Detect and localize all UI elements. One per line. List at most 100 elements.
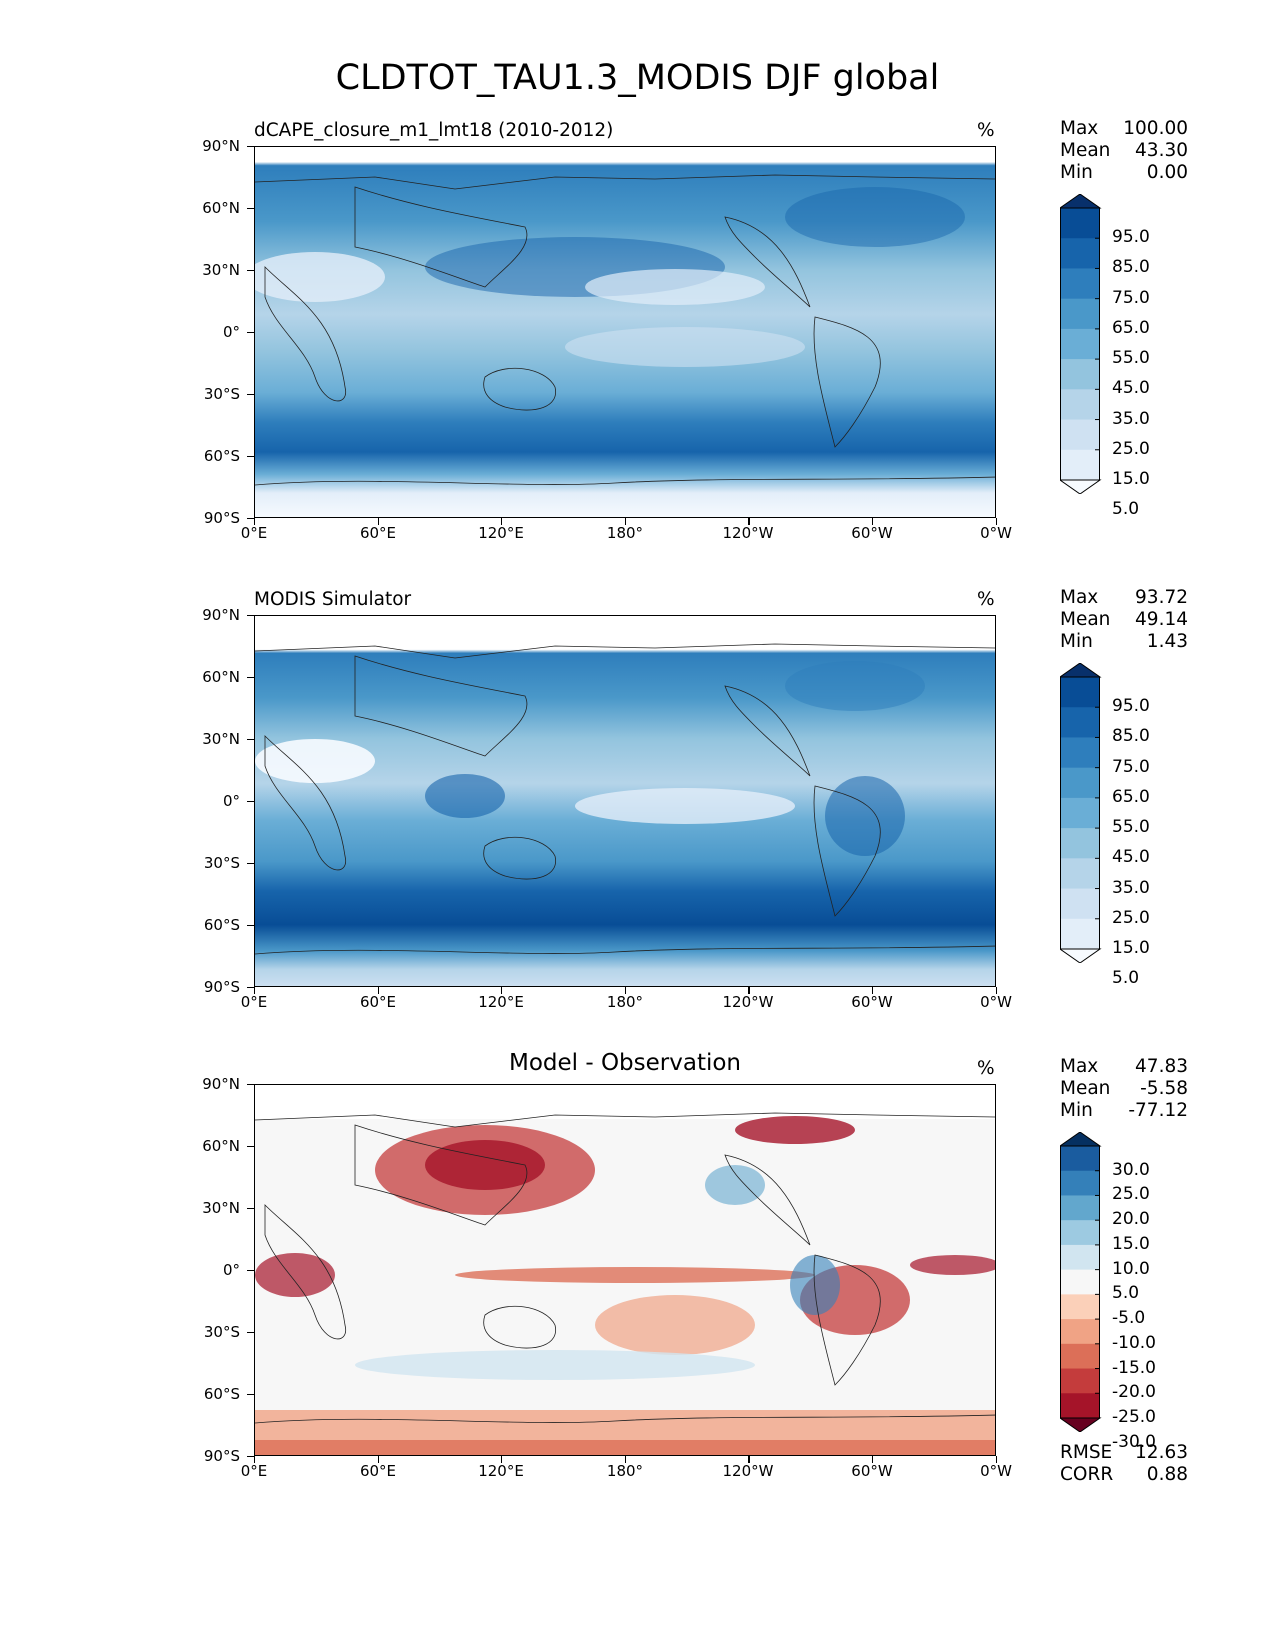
colorbar-segment <box>1060 918 1100 950</box>
lon-tick-label: 0°E <box>240 993 268 1011</box>
lon-tick-mark <box>624 1456 627 1463</box>
stat-label: CORR <box>1060 1464 1114 1485</box>
lon-tick-label: 0°W <box>980 1462 1012 1480</box>
colorbar-label: -30.0 <box>1112 1431 1156 1452</box>
lon-tick-label: 180° <box>606 524 644 542</box>
stats-block: Max 47.83 Mean -5.58 Min -77.12 <box>1060 1056 1188 1122</box>
colorbar-segment <box>1060 328 1100 360</box>
colorbar-segment <box>1060 828 1100 859</box>
stat-label: Mean <box>1060 609 1111 630</box>
lat-tick-label: 0° <box>222 792 240 810</box>
colorbar-label: 95.0 <box>1112 696 1150 717</box>
lon-tick-label: 120°E <box>478 524 524 542</box>
lon-tick-mark <box>624 987 627 994</box>
colorbar-segment <box>1060 449 1100 481</box>
colorbar-segment <box>1060 238 1100 269</box>
lat-tick-mark <box>247 1084 254 1086</box>
lat-tick-label: 60°N <box>202 668 240 686</box>
stat-value: 12.63 <box>1135 1442 1188 1463</box>
lat-tick-mark <box>247 1270 254 1272</box>
lon-tick-mark <box>501 518 503 525</box>
lat-tick-label: 30°N <box>202 730 240 748</box>
lat-tick-mark <box>247 394 254 396</box>
colorbar-segment <box>1060 1294 1100 1320</box>
colorbar-label: 65.0 <box>1112 317 1150 338</box>
colorbar-label: 55.0 <box>1112 348 1150 369</box>
panel-model: dCAPE_closure_m1_lmt18 (2010-2012) % <box>0 118 1275 562</box>
lon-tick-mark <box>377 987 379 994</box>
panel-title: dCAPE_closure_m1_lmt18 (2010-2012) <box>254 120 614 141</box>
lon-tick-label: 60°E <box>359 524 397 542</box>
stat-label: RMSE <box>1060 1442 1113 1463</box>
colorbar-segment <box>1060 1343 1100 1370</box>
colorbar-segment <box>1060 1319 1100 1345</box>
panel-observation: MODIS Simulator % <box>0 587 1275 1031</box>
stat-value: 0.00 <box>1146 162 1188 183</box>
lon-tick-mark <box>872 987 874 994</box>
lat-tick-label: 60°N <box>202 199 240 217</box>
lat-tick-mark <box>247 270 254 272</box>
stat-label: Mean <box>1060 1078 1111 1099</box>
stat-label: Min <box>1060 631 1093 652</box>
lon-tick-mark <box>254 1456 256 1463</box>
lat-tick-label: 30°S <box>203 385 240 403</box>
lat-tick-mark <box>247 1332 254 1334</box>
lon-tick-mark <box>872 518 874 525</box>
colorbar-label: 20.0 <box>1112 1209 1150 1230</box>
colorbar <box>1060 1132 1102 1432</box>
lon-tick-mark <box>995 1456 997 1463</box>
colorbar-segment <box>1060 767 1100 799</box>
lat-tick-mark <box>247 146 254 148</box>
lat-tick-label: 30°N <box>202 261 240 279</box>
panel-title: Model - Observation <box>508 1050 742 1076</box>
colorbar-segment <box>1060 888 1100 920</box>
stat-value: -5.58 <box>1140 1078 1188 1099</box>
lon-tick-label: 60°W <box>851 993 893 1011</box>
stat-label: Max <box>1060 587 1099 608</box>
colorbar-segment <box>1060 1368 1100 1394</box>
lat-tick-label: 30°S <box>203 854 240 872</box>
lon-tick-label: 180° <box>606 993 644 1011</box>
map-plot <box>254 1084 996 1456</box>
panel-title: MODIS Simulator <box>254 589 412 610</box>
stat-value: 49.14 <box>1135 609 1188 630</box>
colorbar-segment <box>1060 268 1100 300</box>
colorbar-extend-min <box>1060 948 1102 963</box>
lat-tick-mark <box>247 1394 254 1396</box>
lat-tick-mark <box>247 1456 254 1458</box>
lon-tick-mark <box>624 518 627 525</box>
colorbar-frame <box>1060 676 1100 950</box>
stat-value: 1.43 <box>1146 631 1188 652</box>
lat-tick-label: 90°N <box>202 606 240 624</box>
lon-tick-mark <box>501 987 503 994</box>
colorbar-segment <box>1060 359 1100 390</box>
colorbar-frame <box>1060 207 1100 481</box>
lat-tick-mark <box>247 1208 254 1210</box>
colorbar-label: 55.0 <box>1112 817 1150 838</box>
lat-tick-label: 90°S <box>203 509 240 527</box>
colorbar-extend-min <box>1060 479 1102 494</box>
lon-tick-mark <box>748 518 750 525</box>
lon-tick-mark <box>748 1456 750 1463</box>
map-plot <box>254 615 996 987</box>
colorbar-segment <box>1060 1269 1100 1295</box>
colorbar-label: 75.0 <box>1112 756 1150 777</box>
lat-tick-mark <box>247 518 254 520</box>
lon-tick-mark <box>872 1456 874 1463</box>
colorbar-frame <box>1060 1145 1100 1419</box>
lat-tick-mark <box>247 925 254 927</box>
colorbar-label: 95.0 <box>1112 227 1150 248</box>
lon-tick-mark <box>995 987 997 994</box>
lon-tick-mark <box>377 518 379 525</box>
colorbar-segment <box>1060 1393 1100 1419</box>
colorbar-extend-max <box>1060 663 1102 678</box>
lon-tick-label: 0°W <box>980 524 1012 542</box>
lat-tick-mark <box>247 456 254 458</box>
colorbar-label: 15.0 <box>1112 938 1150 958</box>
lon-tick-mark <box>995 518 997 525</box>
stat-value: 0.88 <box>1146 1464 1188 1485</box>
colorbar <box>1060 194 1102 494</box>
lat-tick-label: 90°N <box>202 1075 240 1093</box>
lon-tick-mark <box>748 987 750 994</box>
colorbar-label: 30.0 <box>1112 1159 1150 1180</box>
